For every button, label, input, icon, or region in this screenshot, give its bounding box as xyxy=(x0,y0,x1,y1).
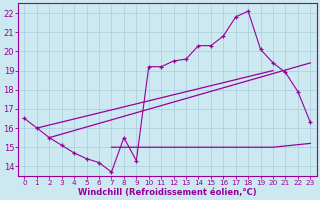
X-axis label: Windchill (Refroidissement éolien,°C): Windchill (Refroidissement éolien,°C) xyxy=(78,188,257,197)
